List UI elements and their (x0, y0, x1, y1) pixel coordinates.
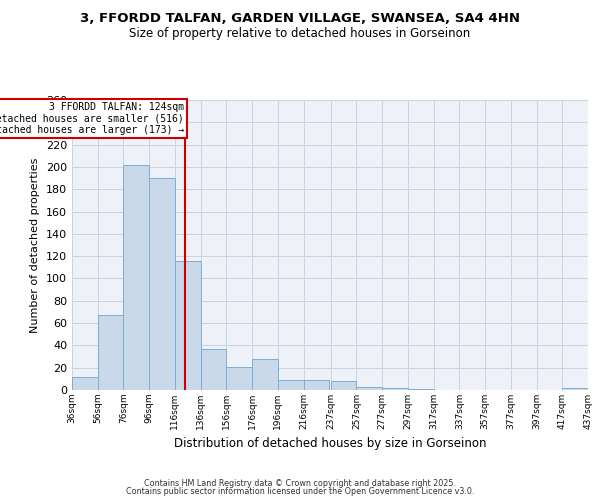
Bar (408, 389, 434, 390)
Y-axis label: Number of detached properties: Number of detached properties (31, 158, 40, 332)
Bar (175, 260, 200, 390)
Bar (278, 380, 304, 390)
Bar (200, 348, 226, 390)
Bar (124, 164, 149, 390)
Bar (149, 178, 175, 390)
Bar (331, 381, 356, 390)
Text: Size of property relative to detached houses in Gorseinon: Size of property relative to detached ho… (130, 28, 470, 40)
Text: 3, FFORDD TALFAN, GARDEN VILLAGE, SWANSEA, SA4 4HN: 3, FFORDD TALFAN, GARDEN VILLAGE, SWANSE… (80, 12, 520, 26)
Bar (356, 386, 382, 390)
Bar (98, 316, 124, 390)
Bar (304, 380, 329, 390)
Bar (252, 359, 278, 390)
Bar (72, 376, 98, 390)
Text: Contains HM Land Registry data © Crown copyright and database right 2025.: Contains HM Land Registry data © Crown c… (144, 478, 456, 488)
Text: Contains public sector information licensed under the Open Government Licence v3: Contains public sector information licen… (126, 487, 474, 496)
Text: 3 FFORDD TALFAN: 124sqm
← 75% of detached houses are smaller (516)
25% of semi-d: 3 FFORDD TALFAN: 124sqm ← 75% of detache… (0, 102, 184, 136)
X-axis label: Distribution of detached houses by size in Gorseinon: Distribution of detached houses by size … (174, 438, 486, 450)
Bar (562, 388, 588, 390)
Bar (382, 388, 408, 390)
Bar (226, 366, 252, 390)
